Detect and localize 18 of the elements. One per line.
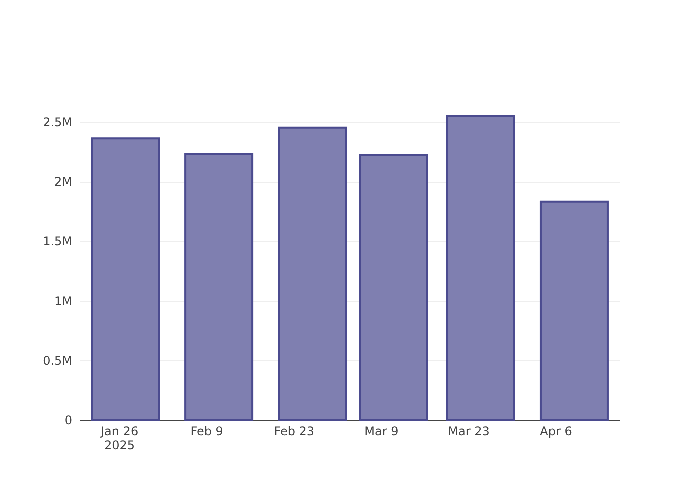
- y-tick-label: 1.5M: [43, 234, 72, 249]
- y-tick-label: 0.5M: [43, 354, 72, 368]
- x-tick-label: Jan 26 2025: [100, 424, 139, 452]
- x-tick-label: Mar 9: [364, 424, 399, 438]
- x-tick-label: Apr 6: [540, 424, 572, 438]
- bar: [91, 138, 160, 421]
- y-tick-label: 1M: [54, 294, 72, 308]
- y-tick-label: 0: [64, 414, 72, 428]
- y-tick-label: 2M: [54, 175, 72, 190]
- bar: [359, 154, 428, 421]
- x-tick-label: Mar 23: [448, 424, 490, 438]
- bar: [540, 200, 609, 421]
- x-tick-label: Feb 9: [190, 424, 224, 438]
- bar: [446, 115, 516, 421]
- x-tick-label: Feb 23: [274, 424, 315, 438]
- bar: [278, 126, 348, 421]
- y-tick-label: 2.5M: [43, 115, 72, 130]
- bar: [184, 153, 254, 421]
